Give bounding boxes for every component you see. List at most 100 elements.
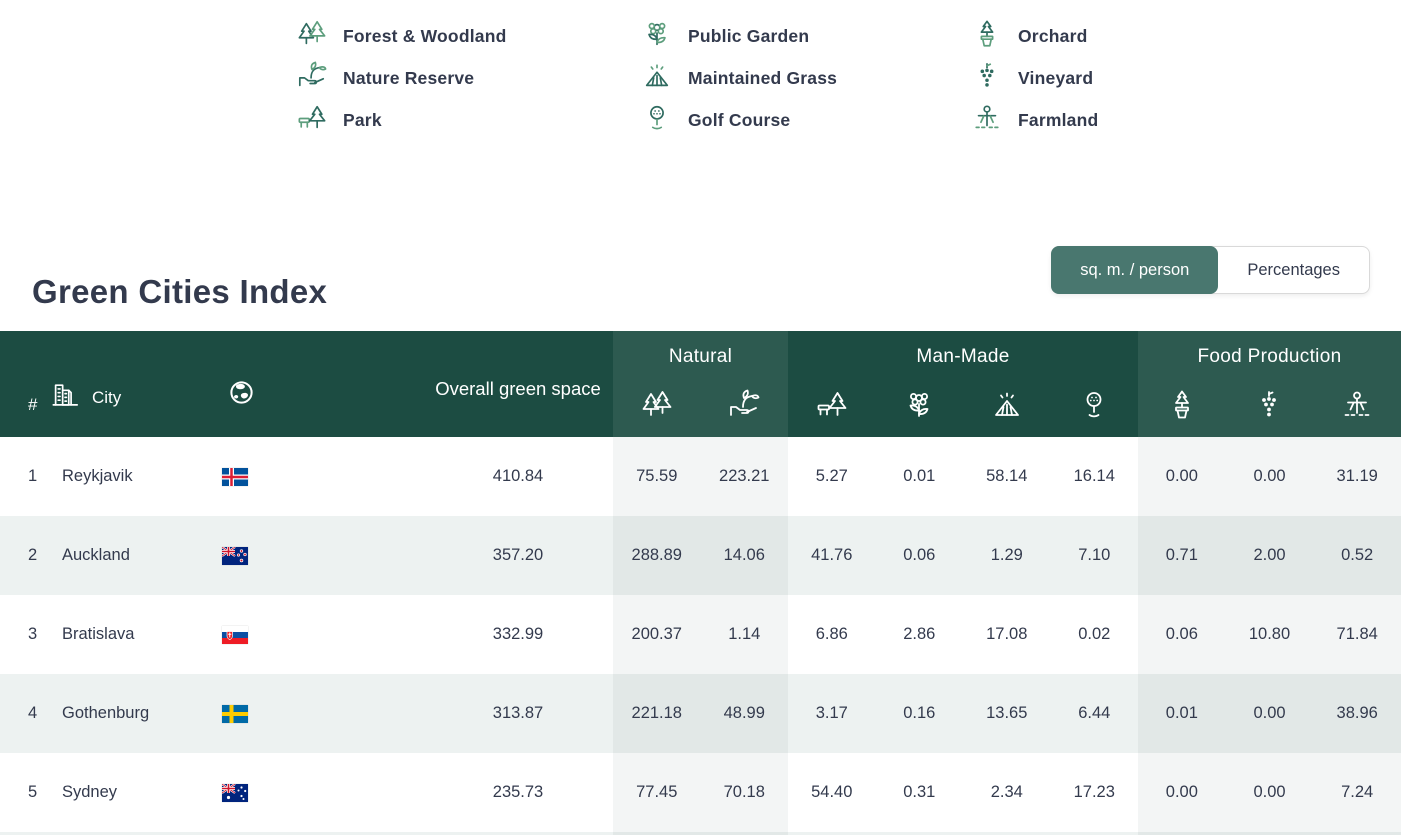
golf-course-value: 0.02	[1078, 625, 1111, 643]
forest-woodland-value: 77.45	[613, 753, 701, 832]
legend-label: Park	[343, 109, 382, 130]
page-title: Green Cities Index	[32, 273, 328, 311]
legend-label: Nature Reserve	[343, 67, 475, 88]
city-header-label: City	[92, 387, 122, 407]
toggle-percentages[interactable]: Percentages	[1247, 260, 1340, 279]
nature-reserve-value: 223.21	[700, 437, 788, 516]
rank-cell: 4	[28, 704, 38, 722]
orchard-value: 0.71	[1138, 516, 1226, 595]
legend-label: Public Garden	[688, 25, 810, 46]
maintained-grass-value: 58.14	[986, 467, 1028, 485]
maintained-grass-icon	[991, 389, 1023, 421]
legend-label: Golf Course	[688, 109, 791, 130]
toggle-sqm-per-person[interactable]: sq. m. / person	[1051, 246, 1219, 294]
flag-sweden-icon	[208, 674, 288, 753]
flag-new-zealand-icon	[208, 516, 288, 595]
park-value: 3.17	[815, 704, 848, 722]
orchard-icon	[1166, 389, 1198, 421]
rank-cell: 5	[28, 783, 38, 801]
city-cell: Reykjavik	[62, 467, 133, 485]
green-cities-table: # City Overall green space Natural	[0, 331, 1401, 835]
legend-item-vineyard: Vineyard	[972, 61, 1098, 96]
park-value: 41.76	[811, 546, 853, 564]
farmland-value: 0.52	[1313, 516, 1401, 595]
city-cell: Auckland	[62, 546, 130, 564]
farmland-value: 38.96	[1313, 674, 1401, 753]
public-garden-value: 0.06	[903, 546, 936, 564]
legend-column-2: Public Garden Maintained Grass Golf Cour…	[642, 21, 972, 135]
farmland-icon	[972, 103, 1002, 138]
table-row-partial	[0, 832, 1401, 835]
public-garden-icon	[903, 389, 935, 421]
rank-cell: 2	[28, 546, 38, 564]
golf-course-icon	[1078, 389, 1110, 421]
legend-item-public-garden: Public Garden	[642, 21, 972, 51]
unit-toggle: sq. m. / person Percentages	[1051, 246, 1370, 294]
group-label: Food Production	[1197, 346, 1342, 367]
vineyard-icon	[972, 61, 1002, 96]
city-cell: Bratislava	[62, 625, 135, 643]
farmland-icon	[1341, 389, 1373, 421]
legend-label: Forest & Woodland	[343, 25, 507, 46]
park-value: 54.40	[811, 783, 853, 801]
orchard-value: 0.01	[1138, 674, 1226, 753]
table-header: # City Overall green space Natural	[0, 331, 1401, 437]
orchard-icon	[972, 19, 1002, 54]
country-column-header	[208, 331, 288, 437]
nature-reserve-icon	[728, 389, 760, 421]
public-garden-value: 0.01	[903, 467, 936, 485]
overall-green-space-header: Overall green space	[435, 377, 601, 399]
golf-course-value: 6.44	[1078, 704, 1111, 722]
maintained-grass-value: 2.34	[990, 783, 1023, 801]
legend-item-forest-woodland: Forest & Woodland	[297, 20, 642, 51]
maintained-grass-icon	[642, 61, 672, 96]
overall-green-space-cell: 410.84	[492, 467, 544, 485]
orchard-value: 0.06	[1138, 595, 1226, 674]
flag-slovakia-icon	[208, 595, 288, 674]
table-row: 2 Auckland 357.20 288.89 14.06 41.76 0.0…	[0, 516, 1401, 595]
legend-label: Farmland	[1018, 109, 1099, 130]
rank-cell: 1	[28, 467, 38, 485]
vineyard-icon	[1253, 389, 1285, 421]
overall-green-space-cell: 313.87	[492, 704, 544, 722]
legend-column-3: Orchard Vineyard Farmland	[972, 19, 1099, 138]
golf-course-icon	[642, 103, 672, 138]
group-label: Natural	[668, 346, 733, 367]
park-value: 6.86	[815, 625, 848, 643]
public-garden-value: 0.31	[903, 783, 936, 801]
vineyard-value: 0.00	[1225, 753, 1314, 832]
rank-cell: 3	[28, 625, 38, 643]
forest-woodland-value: 221.18	[613, 674, 701, 753]
public-garden-icon	[642, 19, 672, 54]
group-header-natural: Natural	[613, 331, 788, 437]
farmland-value: 31.19	[1313, 437, 1401, 516]
city-column-header: City	[50, 331, 208, 437]
vineyard-value: 0.00	[1225, 674, 1314, 753]
orchard-value: 0.00	[1138, 753, 1226, 832]
forest-woodland-icon	[641, 389, 673, 421]
forest-woodland-value: 288.89	[613, 516, 701, 595]
maintained-grass-value: 13.65	[986, 704, 1028, 722]
nature-reserve-value: 48.99	[700, 674, 788, 753]
farmland-value: 7.24	[1313, 753, 1401, 832]
maintained-grass-value: 1.29	[990, 546, 1023, 564]
group-header-man-made: Man-Made	[788, 331, 1138, 437]
legend-item-nature-reserve: Nature Reserve	[297, 61, 642, 93]
orchard-value: 0.00	[1138, 437, 1226, 516]
table-row: 1 Reykjavik 410.84 75.59 223.21 5.27 0.0…	[0, 437, 1401, 516]
vineyard-value: 2.00	[1225, 516, 1314, 595]
table-row: 4 Gothenburg 313.87 221.18 48.99 3.17 0.…	[0, 674, 1401, 753]
city-cell: Gothenburg	[62, 704, 150, 722]
legend-item-orchard: Orchard	[972, 19, 1098, 54]
golf-course-value: 16.14	[1073, 467, 1115, 485]
category-legend: Forest & Woodland Nature Reserve Park Pu…	[297, 19, 1099, 138]
rank-column-header: #	[28, 395, 38, 414]
park-icon	[297, 103, 327, 138]
forest-woodland-value: 200.37	[613, 595, 701, 674]
legend-item-maintained-grass: Maintained Grass	[642, 63, 972, 93]
legend-item-park: Park	[297, 105, 642, 135]
vineyard-value: 0.00	[1225, 437, 1314, 516]
legend-item-golf-course: Golf Course	[642, 105, 972, 135]
table-row: 5 Sydney 235.73 77.45 70.18 54.40 0.31 2…	[0, 753, 1401, 832]
